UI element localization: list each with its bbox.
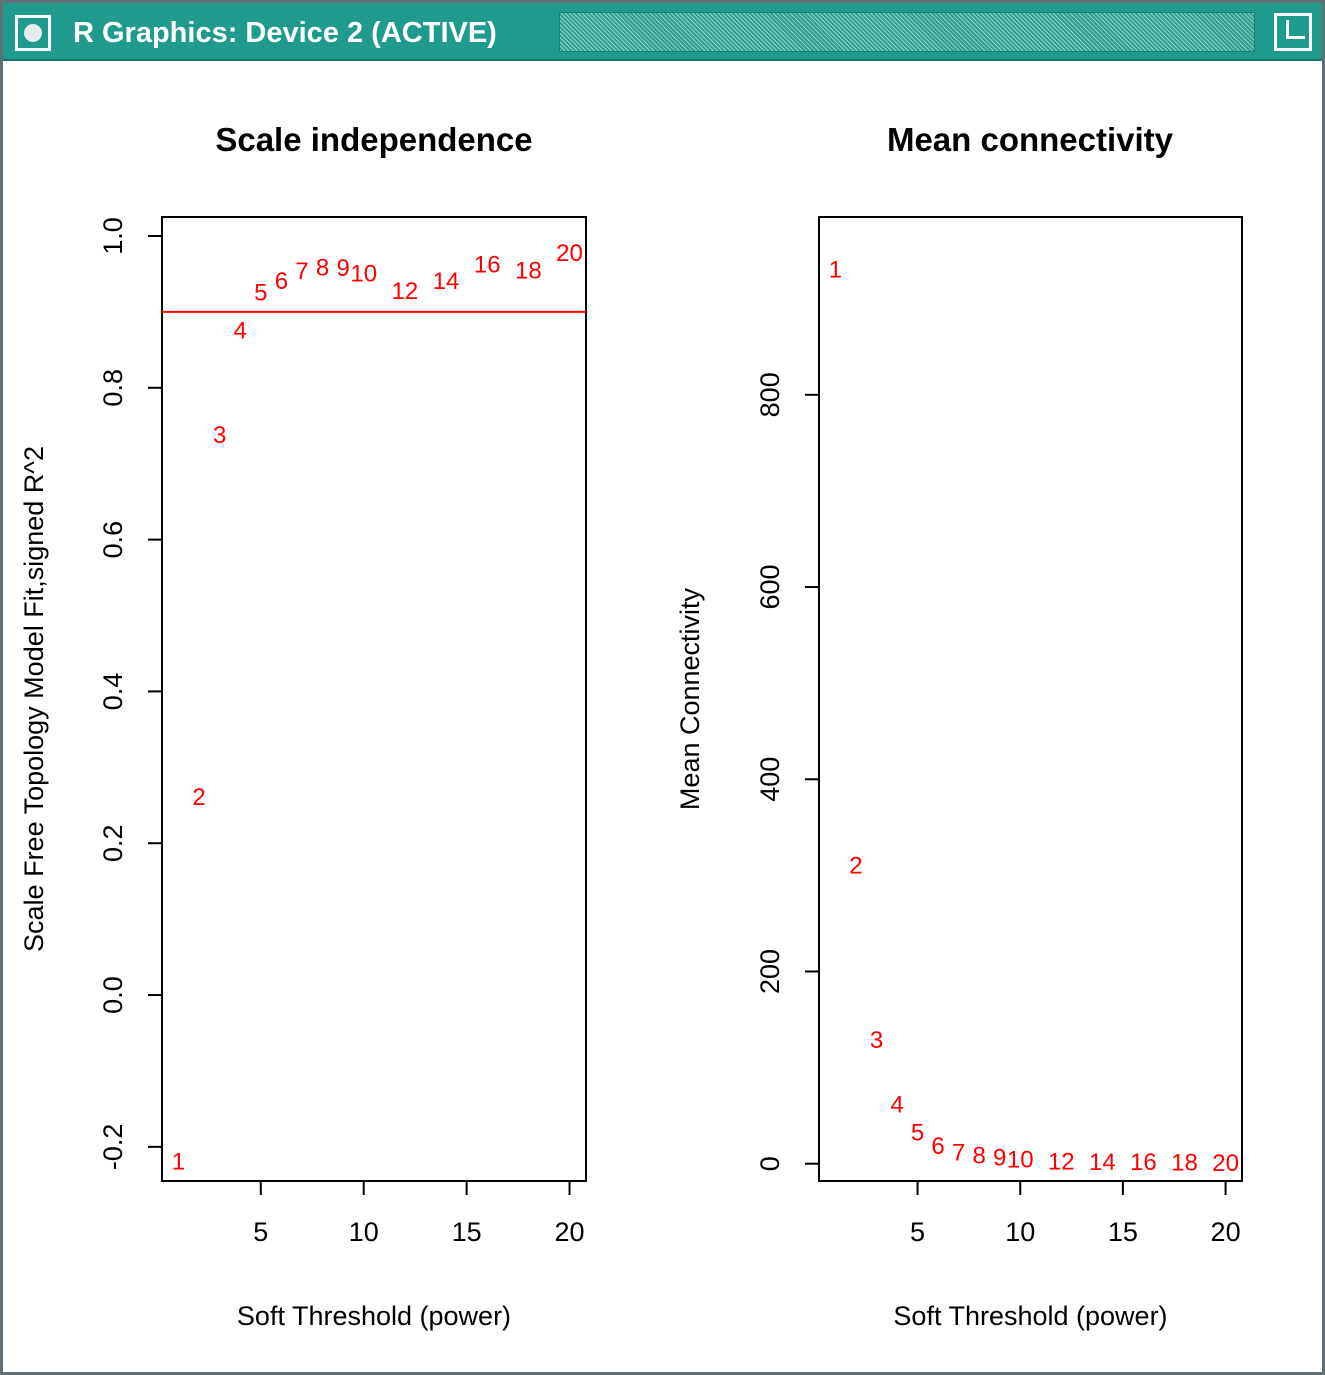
chart-title: Scale independence bbox=[215, 121, 532, 158]
data-point-label: 16 bbox=[1130, 1149, 1157, 1176]
chart-title: Mean connectivity bbox=[887, 121, 1174, 158]
titlebar-drag-area[interactable] bbox=[559, 12, 1255, 52]
maximize-button[interactable] bbox=[1274, 13, 1312, 51]
x-tick-label: 20 bbox=[555, 1217, 585, 1247]
data-point-label: 2 bbox=[192, 784, 205, 811]
x-tick-label: 5 bbox=[910, 1217, 925, 1247]
data-point-label: 9 bbox=[993, 1144, 1006, 1171]
y-tick-label: 600 bbox=[755, 564, 785, 609]
y-tick-label: 1.0 bbox=[98, 217, 128, 255]
data-point-label: 14 bbox=[433, 268, 460, 295]
y-tick-label: -0.2 bbox=[98, 1124, 128, 1171]
data-point-label: 20 bbox=[556, 240, 583, 267]
data-point-label: 2 bbox=[849, 852, 862, 879]
data-point-label: 12 bbox=[1048, 1148, 1075, 1175]
y-tick-label: 800 bbox=[755, 372, 785, 417]
data-point-label: 12 bbox=[392, 278, 419, 305]
data-point-label: 1 bbox=[829, 256, 842, 283]
data-point-label: 6 bbox=[275, 268, 288, 295]
window-menu-icon bbox=[24, 24, 42, 42]
data-point-label: 8 bbox=[972, 1143, 985, 1170]
y-tick-label: 0.2 bbox=[98, 824, 128, 862]
window-titlebar[interactable]: R Graphics: Device 2 (ACTIVE) bbox=[3, 3, 1322, 61]
y-tick-label: 200 bbox=[755, 949, 785, 994]
data-point-label: 16 bbox=[474, 251, 501, 278]
data-point-label: 5 bbox=[911, 1119, 924, 1146]
x-tick-label: 10 bbox=[349, 1217, 379, 1247]
data-point-label: 18 bbox=[515, 257, 542, 284]
data-point-label: 3 bbox=[870, 1027, 883, 1054]
window-menu-button[interactable] bbox=[15, 15, 51, 51]
data-point-label: 1 bbox=[172, 1149, 185, 1176]
y-tick-label: 0.6 bbox=[98, 521, 128, 559]
x-tick-label: 20 bbox=[1211, 1217, 1241, 1247]
y-tick-label: 0.4 bbox=[98, 673, 128, 711]
y-tick-label: 400 bbox=[755, 757, 785, 802]
data-point-label: 10 bbox=[350, 260, 377, 287]
data-point-label: 4 bbox=[234, 317, 247, 344]
x-tick-label: 15 bbox=[452, 1217, 482, 1247]
data-point-label: 6 bbox=[931, 1133, 944, 1160]
plot-area: Scale independence 5 10 15 20 -0.2 0.0 0.2 0.4 0.… bbox=[3, 61, 1322, 1372]
y-tick-label: 0.8 bbox=[98, 369, 128, 407]
data-point-label: 20 bbox=[1212, 1150, 1239, 1177]
plot-frame bbox=[161, 216, 587, 1182]
y-axis-label: Scale Free Topology Model Fit,signed R^2 bbox=[19, 446, 49, 952]
data-point-label: 10 bbox=[1007, 1146, 1034, 1173]
x-tick-label: 10 bbox=[1005, 1217, 1035, 1247]
x-tick-label: 5 bbox=[253, 1217, 268, 1247]
data-point-label: 5 bbox=[254, 279, 267, 306]
data-point-label: 9 bbox=[336, 255, 349, 282]
window-title: R Graphics: Device 2 (ACTIVE) bbox=[73, 17, 497, 49]
x-tick-label: 15 bbox=[1108, 1217, 1138, 1247]
data-point-label: 8 bbox=[316, 254, 329, 281]
y-tick-label: 0.0 bbox=[98, 976, 128, 1014]
data-point-label: 7 bbox=[295, 258, 308, 285]
x-axis-label: Soft Threshold (power) bbox=[893, 1301, 1167, 1331]
y-axis-label: Mean Connectivity bbox=[675, 587, 705, 810]
x-axis-label: Soft Threshold (power) bbox=[237, 1301, 511, 1331]
maximize-icon bbox=[1286, 20, 1305, 39]
y-tick-label: 0 bbox=[755, 1156, 785, 1171]
data-point-label: 7 bbox=[952, 1140, 965, 1167]
data-point-label: 3 bbox=[213, 422, 226, 449]
data-point-label: 14 bbox=[1089, 1149, 1116, 1176]
data-point-label: 18 bbox=[1171, 1150, 1198, 1177]
data-point-label: 4 bbox=[890, 1092, 903, 1119]
